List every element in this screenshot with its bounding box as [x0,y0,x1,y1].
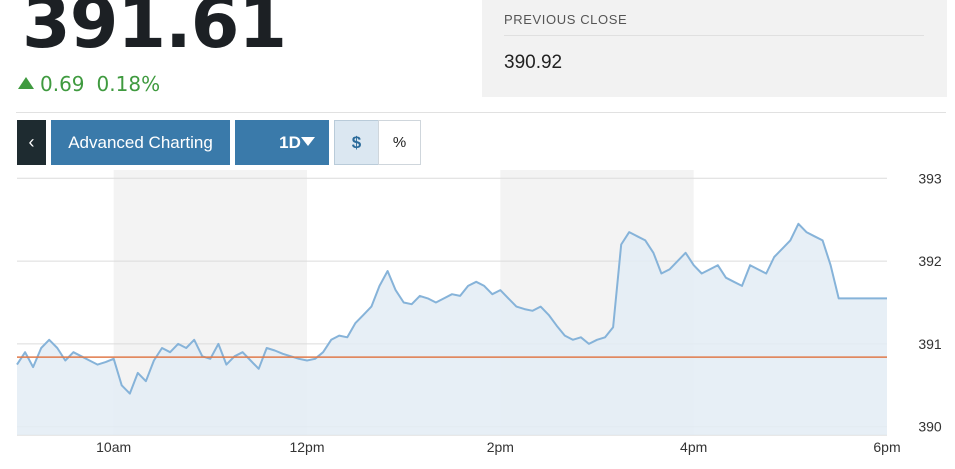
area-layer [16,222,887,435]
y-tick-label: 392 [918,253,942,269]
change-percent: 0.18% [96,72,161,96]
percent-toggle-button[interactable]: % [378,120,421,165]
x-tick-label: 10am [96,439,131,455]
y-axis: 393 392 391 390 [918,170,942,434]
divider [504,35,924,36]
advanced-charting-button[interactable]: Advanced Charting [51,120,230,165]
x-axis: 10am 12pm 2pm 4pm 6pm [96,439,900,455]
previous-close-panel: PREVIOUS CLOSE 390.92 [482,0,947,97]
period-dropdown[interactable]: 1D [235,120,329,165]
change-value: 0.69 [40,72,85,96]
dollar-toggle-button[interactable]: $ [334,120,379,165]
x-tick-label: 2pm [487,439,514,455]
collapse-button[interactable]: ‹ [17,120,46,165]
x-tick-label: 12pm [289,439,324,455]
previous-close-value: 390.92 [504,52,563,73]
price-line [16,222,887,395]
y-tick-label: 390 [918,419,942,435]
y-tick-label: 393 [918,170,942,186]
previous-close-label: PREVIOUS CLOSE [504,12,628,27]
x-tick-label: 4pm [680,439,707,455]
x-tick-label: 6pm [873,439,900,455]
price-area [17,223,887,435]
triangle-up-icon [18,77,34,89]
chevron-down-icon [301,137,315,146]
period-label: 1D [279,132,301,152]
divider [16,112,946,113]
y-tick-label: 391 [918,336,942,352]
price-change: 0.69 0.18% [18,72,160,96]
last-price: 391.61 [22,0,287,64]
